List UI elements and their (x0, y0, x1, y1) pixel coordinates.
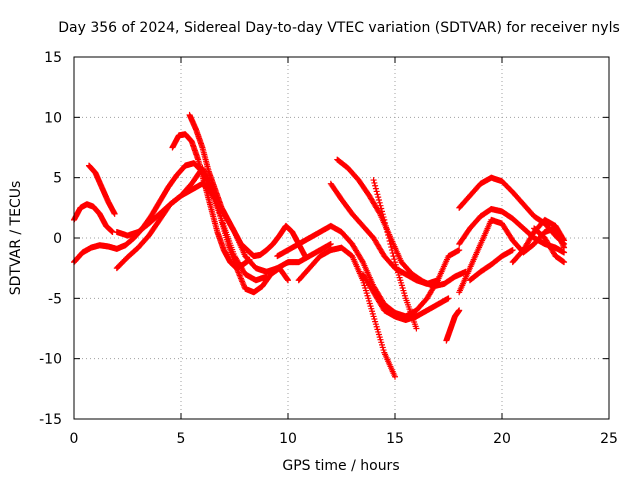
data-point (386, 238, 393, 245)
data-point (380, 214, 387, 221)
x-axis-label: GPS time / hours (282, 458, 399, 474)
data-point (376, 199, 383, 206)
data-point (385, 235, 392, 241)
data-point (456, 307, 463, 314)
data-point (375, 196, 382, 203)
y-tick-label: -10 (39, 352, 62, 368)
y-tick-label: 0 (53, 231, 62, 247)
y-axis-label: SDTVAR / TECUs (8, 181, 24, 296)
data-point (384, 228, 391, 235)
data-point (230, 227, 237, 234)
y-tick-label: 10 (44, 110, 62, 126)
data-point (388, 247, 395, 254)
data-point (383, 225, 390, 232)
y-tick-labels: -15 -10 -5 0 5 10 15 (39, 50, 62, 428)
data-point (373, 188, 380, 195)
axis-ticks (73, 56, 610, 420)
data-point (370, 177, 377, 184)
data-point (390, 253, 397, 260)
data-point (561, 244, 568, 251)
chart-title: Day 356 of 2024, Sidereal Day-to-day VTE… (58, 20, 620, 36)
grid-lines (74, 57, 609, 419)
data-point (359, 257, 366, 264)
y-tick-label: 5 (53, 171, 62, 187)
data-point (389, 250, 396, 257)
x-tick-label: 25 (600, 431, 618, 447)
x-tick-label: 0 (70, 431, 79, 447)
data-point (382, 219, 389, 226)
data-point (559, 240, 566, 247)
data-point (327, 241, 334, 248)
data-point (379, 208, 386, 215)
y-tick-label: 15 (44, 50, 62, 66)
data-point (284, 276, 291, 283)
data-point (456, 247, 463, 254)
x-tick-label: 10 (279, 431, 297, 447)
y-tick-label: -5 (48, 291, 62, 307)
data-point (385, 231, 392, 238)
data-points (71, 111, 568, 380)
data-point (509, 247, 516, 254)
data-point (561, 259, 568, 266)
x-tick-labels: 0 5 10 15 20 25 (70, 431, 618, 447)
data-point (559, 241, 566, 248)
x-tick-label: 15 (386, 431, 404, 447)
data-point (391, 256, 398, 263)
data-point (371, 179, 378, 186)
data-point (445, 295, 452, 302)
data-point (375, 194, 382, 201)
data-point (372, 182, 379, 189)
data-point (382, 222, 389, 229)
data-point (376, 209, 383, 216)
data-point (560, 236, 567, 243)
data-point (392, 373, 398, 380)
data-point (413, 325, 420, 332)
data-point (561, 237, 568, 244)
x-tick-label: 20 (493, 431, 511, 447)
data-point (379, 211, 386, 218)
data-point (374, 191, 381, 198)
data-point (381, 216, 388, 223)
x-tick-label: 5 (177, 431, 186, 447)
data-point (560, 243, 567, 250)
data-point (377, 202, 384, 209)
data-point (378, 205, 385, 212)
data-point (285, 277, 291, 284)
data-point (111, 210, 118, 217)
data-point (387, 241, 394, 248)
data-point (388, 244, 395, 251)
data-point (372, 185, 379, 192)
y-tick-label: -15 (39, 412, 62, 428)
